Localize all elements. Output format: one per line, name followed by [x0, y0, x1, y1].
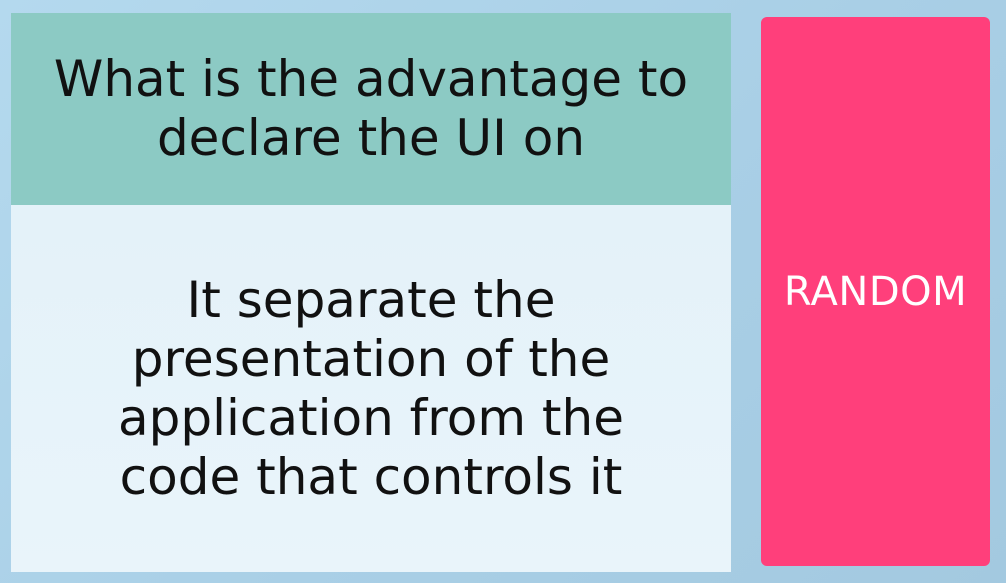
question-text: What is the advantage to declare the UI … — [53, 50, 689, 167]
random-button[interactable]: RANDOM — [761, 17, 990, 566]
answer-panel[interactable]: It separate the presentation of the appl… — [11, 205, 731, 572]
random-button-label: RANDOM — [783, 268, 968, 315]
flashcard: What is the advantage to declare the UI … — [11, 13, 731, 572]
answer-text: It separate the presentation of the appl… — [117, 270, 624, 506]
question-panel: What is the advantage to declare the UI … — [11, 13, 731, 205]
